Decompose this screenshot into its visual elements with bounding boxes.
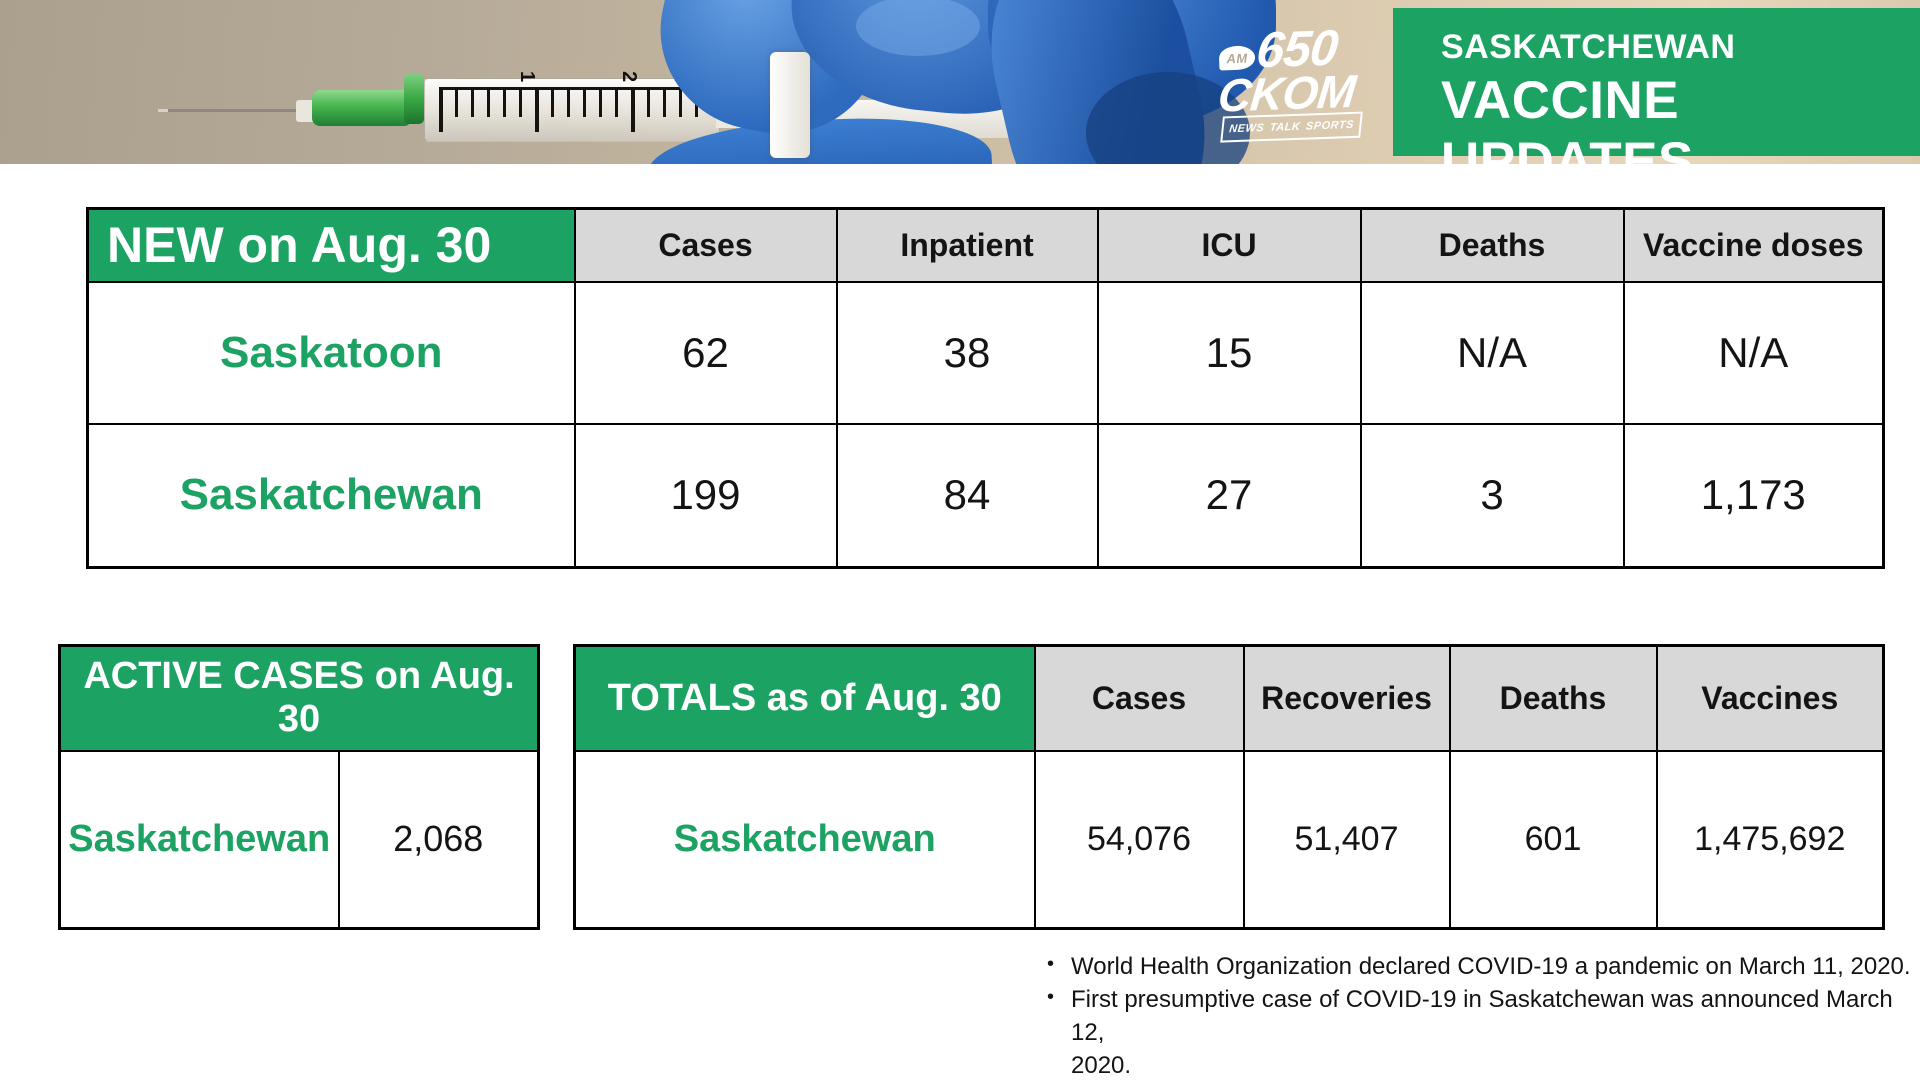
syringe-ruler bbox=[439, 87, 709, 134]
new-table-title: NEW on Aug. 30 bbox=[86, 207, 576, 283]
column-header-inpatient: Inpatient bbox=[835, 207, 1099, 283]
footnote-line: World Health Organization declared COVID… bbox=[1071, 953, 1911, 980]
saskatchewan-inpatient: 84 bbox=[835, 422, 1099, 569]
logo-tagline-box: NEWS TALK SPORTS bbox=[1220, 111, 1363, 143]
saskatoon-cases: 62 bbox=[573, 280, 838, 425]
total-cases-value: 54,076 bbox=[1033, 749, 1245, 930]
totals-row-label: Saskatchewan bbox=[573, 749, 1036, 930]
syringe-barrel: 1 2 bbox=[424, 71, 720, 142]
ckom-650-logo: AM 650 CKOM NEWS TALK SPORTS bbox=[1216, 19, 1370, 143]
syringe-flange bbox=[770, 52, 810, 158]
syringe-scale-number: 2 bbox=[618, 70, 641, 83]
glove-palm-shadow bbox=[1086, 72, 1250, 164]
saskatchewan-icu: 27 bbox=[1096, 422, 1362, 569]
saskatoon-deaths: N/A bbox=[1359, 280, 1625, 425]
row-label-saskatchewan: Saskatchewan bbox=[86, 422, 576, 569]
totals-table: TOTALS as of Aug. 30 Cases Recoveries De… bbox=[573, 644, 1885, 930]
syringe-hub bbox=[312, 90, 412, 126]
footnote-first-case: • First presumptive case of COVID-19 in … bbox=[1043, 983, 1920, 1082]
table-row: Saskatchewan 54,076 51,407 601 1,475,692 bbox=[573, 749, 1885, 930]
footnotes: • World Health Organization declared COV… bbox=[1043, 950, 1920, 1082]
column-header-cases: Cases bbox=[573, 207, 838, 283]
syringe-luer-tip bbox=[296, 100, 316, 122]
page-title-subject: VACCINE UPDATES bbox=[1441, 71, 1694, 164]
column-header-total-deaths: Deaths bbox=[1448, 644, 1658, 752]
total-deaths-value: 601 bbox=[1448, 749, 1658, 930]
active-table-title: ACTIVE CASES on Aug. 30 bbox=[58, 644, 540, 752]
total-vaccines-value: 1,475,692 bbox=[1655, 749, 1885, 930]
logo-tagline-sports: SPORTS bbox=[1305, 118, 1355, 133]
row-label-saskatoon: Saskatoon bbox=[86, 280, 576, 425]
table-row: Saskatchewan 199 84 27 3 1,173 bbox=[86, 422, 1885, 569]
table-row: Saskatchewan 2,068 bbox=[58, 749, 540, 930]
footnote-line: First presumptive case of COVID-19 in Sa… bbox=[1071, 986, 1893, 1046]
active-row-label: Saskatchewan bbox=[58, 749, 340, 930]
column-header-deaths: Deaths bbox=[1359, 207, 1625, 283]
saskatchewan-deaths: 3 bbox=[1359, 422, 1625, 569]
logo-tagline-talk: TALK bbox=[1269, 120, 1301, 134]
column-header-total-cases: Cases bbox=[1033, 644, 1245, 752]
bullet-icon: • bbox=[1047, 953, 1055, 975]
total-recoveries-value: 51,407 bbox=[1242, 749, 1451, 930]
totals-table-title: TOTALS as of Aug. 30 bbox=[573, 644, 1036, 752]
syringe-major-ticks bbox=[439, 90, 709, 132]
footnote-line: 2020. bbox=[1071, 1052, 1132, 1079]
title-panel: SASKATCHEWAN VACCINE UPDATES bbox=[1393, 8, 1920, 164]
saskatoon-icu: 15 bbox=[1096, 280, 1362, 425]
footnote-who-pandemic: • World Health Organization declared COV… bbox=[1043, 950, 1920, 983]
new-cases-table: NEW on Aug. 30 Cases Inpatient ICU Death… bbox=[86, 207, 1885, 569]
column-header-recoveries: Recoveries bbox=[1242, 644, 1451, 752]
saskatchewan-cases: 199 bbox=[573, 422, 838, 569]
syringe-hub-flare bbox=[404, 74, 424, 124]
glove-highlight bbox=[856, 0, 980, 56]
saskatoon-inpatient: 38 bbox=[835, 280, 1099, 425]
logo-am: AM bbox=[1226, 50, 1248, 66]
table-row: Saskatoon 62 38 15 N/A N/A bbox=[86, 280, 1885, 425]
column-header-vaccines: Vaccines bbox=[1655, 644, 1885, 752]
syringe-needle bbox=[158, 109, 326, 112]
active-cases-table: ACTIVE CASES on Aug. 30 Saskatchewan 2,0… bbox=[58, 644, 541, 930]
syringe-scale-number: 1 bbox=[516, 70, 539, 83]
active-cases-value: 2,068 bbox=[337, 749, 540, 930]
page-title-region: SASKATCHEWAN bbox=[1441, 28, 1736, 66]
saskatoon-vaccine-doses: N/A bbox=[1622, 280, 1885, 425]
column-header-icu: ICU bbox=[1096, 207, 1362, 283]
saskatchewan-vaccine-doses: 1,173 bbox=[1622, 422, 1885, 569]
logo-tagline-news: NEWS bbox=[1228, 122, 1265, 136]
header-banner: 1 2 AM 650 CKOM NEWS TALK SPORTS SASKATC… bbox=[0, 0, 1920, 164]
bullet-icon: • bbox=[1047, 986, 1055, 1008]
column-header-vaccine-doses: Vaccine doses bbox=[1622, 207, 1885, 283]
